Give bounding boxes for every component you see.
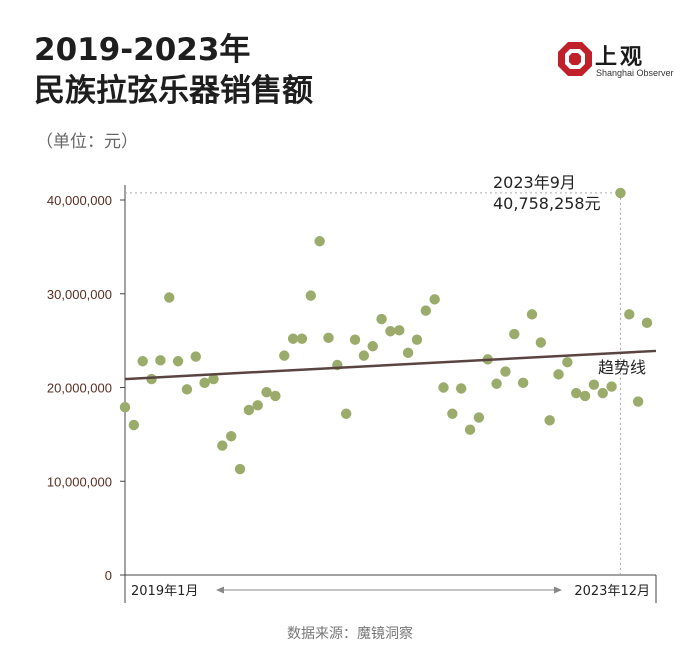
data-point xyxy=(208,373,219,385)
data-point xyxy=(509,328,520,340)
y-tick-label: 0 xyxy=(105,568,112,583)
data-point xyxy=(172,356,184,367)
data-point xyxy=(544,415,555,426)
data-point xyxy=(296,333,308,344)
data-point xyxy=(349,334,361,345)
data-point xyxy=(438,382,449,393)
data-point xyxy=(394,325,405,336)
unit-label: （单位：元） xyxy=(36,132,138,152)
data-point xyxy=(225,431,237,442)
x-end-label: 2023年12月 xyxy=(574,584,650,599)
data-point xyxy=(402,347,414,359)
title-line-2: 民族拉弦乐器销售额 xyxy=(34,73,313,109)
y-tick-label: 30,000,000 xyxy=(47,287,112,302)
data-point xyxy=(579,390,591,402)
data-point xyxy=(615,187,626,199)
data-point xyxy=(376,313,387,325)
shanghai-observer-logo: 上观 Shanghai Observer xyxy=(553,37,674,85)
logo-text-cn: 上观 xyxy=(595,44,646,70)
y-tick-label: 40,000,000 xyxy=(47,193,112,208)
data-point xyxy=(234,463,246,475)
title-line-1: 2019-2023年 xyxy=(34,32,251,68)
data-point xyxy=(517,377,529,389)
data-point xyxy=(217,440,228,451)
data-point xyxy=(491,378,502,389)
data-source: 数据来源：魔镜洞察 xyxy=(287,626,413,642)
data-point xyxy=(243,404,255,416)
data-point xyxy=(305,290,316,301)
data-point xyxy=(420,305,432,316)
data-point xyxy=(385,326,396,337)
data-point xyxy=(287,333,299,344)
logo-octagon-icon xyxy=(558,42,592,76)
data-point xyxy=(358,350,370,361)
x-start-label: 2019年1月 xyxy=(131,584,198,599)
data-point xyxy=(164,292,175,303)
data-point xyxy=(447,408,458,419)
annotation-value: 40,758,258元 xyxy=(493,194,601,213)
data-point xyxy=(429,294,440,305)
data-point xyxy=(535,337,547,348)
data-point xyxy=(128,419,140,431)
data-point xyxy=(473,412,485,423)
trend-line-label: 趋势线 xyxy=(598,358,646,377)
data-point xyxy=(119,401,131,413)
data-point xyxy=(181,384,193,395)
x-range-arrow-right-icon xyxy=(554,586,562,594)
data-point xyxy=(632,396,644,407)
x-range-arrow-left-icon xyxy=(216,586,224,594)
data-point xyxy=(500,366,511,377)
data-point xyxy=(261,386,272,398)
annotation-date: 2023年9月 xyxy=(493,173,576,192)
data-point xyxy=(606,381,617,392)
trend-line xyxy=(124,349,657,381)
data-point xyxy=(314,236,325,247)
y-tick-label: 10,000,000 xyxy=(47,474,112,489)
data-point xyxy=(137,356,148,367)
data-point xyxy=(411,334,423,345)
data-point xyxy=(323,332,334,344)
data-point xyxy=(199,377,210,389)
data-point xyxy=(464,424,476,435)
data-point xyxy=(456,383,467,394)
logo-text-en: Shanghai Observer xyxy=(596,68,674,78)
data-point xyxy=(190,351,201,362)
data-point xyxy=(279,350,290,361)
data-point xyxy=(641,317,653,329)
data-point xyxy=(526,309,538,320)
data-point xyxy=(588,379,600,390)
data-point xyxy=(562,356,573,368)
data-point xyxy=(624,309,635,320)
data-point xyxy=(252,400,263,411)
data-point xyxy=(340,408,352,419)
data-point xyxy=(270,390,281,402)
data-point xyxy=(571,387,582,399)
data-point xyxy=(155,355,166,366)
data-point xyxy=(597,387,608,399)
data-point xyxy=(553,369,564,380)
data-point xyxy=(367,341,378,352)
y-tick-label: 20,000,000 xyxy=(47,381,112,396)
chart-title: 2019-2023年 民族拉弦乐器销售额 xyxy=(34,30,313,112)
